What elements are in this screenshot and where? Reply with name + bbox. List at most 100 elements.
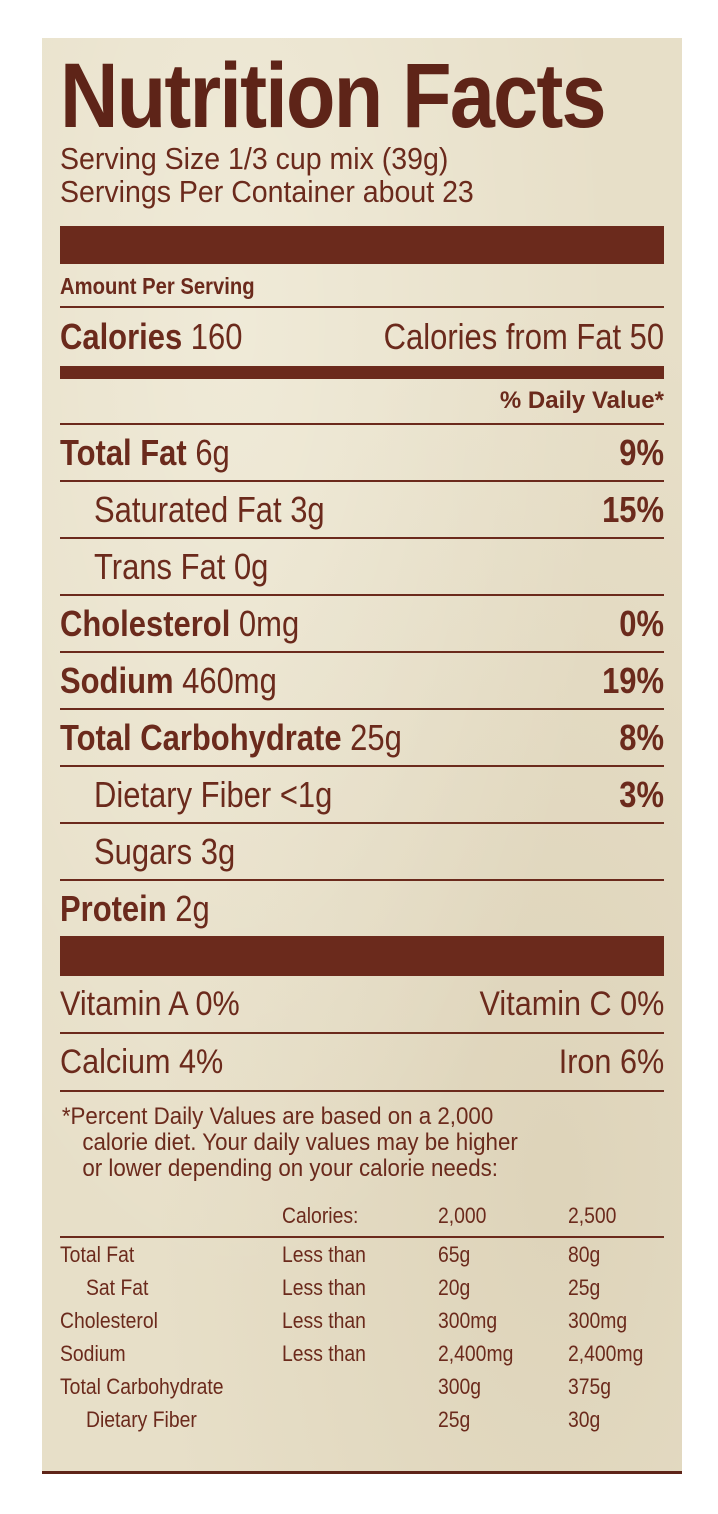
dv-2000: 300g (438, 1373, 482, 1399)
dv-nutrient: Sodium (60, 1340, 126, 1366)
nutrient-name: Saturated Fat (94, 488, 282, 530)
dv-2500: 25g (568, 1274, 601, 1300)
dv-limit: Less than (282, 1241, 366, 1267)
calories-value: 160 (190, 316, 243, 357)
vitamin-row-2: Calcium 4% Iron 6% (60, 1034, 664, 1092)
nutrient-amount: 25g (350, 716, 402, 758)
nutrient-amount: 3g (290, 488, 325, 530)
nutrient-daily-value: 3% (619, 773, 664, 815)
nutrient-row: Saturated Fat 3g 15% (60, 482, 664, 539)
calories-label: Calories (60, 316, 183, 357)
dv-limit: Less than (282, 1340, 366, 1366)
amount-per-serving: Amount Per Serving (60, 264, 664, 308)
nutrient-name: Total Fat (60, 431, 187, 473)
dv-nutrient: Sat Fat (86, 1274, 149, 1300)
calcium: Calcium 4% (60, 1042, 224, 1081)
dv-2000: 25g (438, 1406, 471, 1432)
dv-header-2500: 2,500 (568, 1196, 664, 1238)
nutrient-daily-value: 19% (602, 659, 664, 701)
daily-value-header-text: % Daily Value* (499, 387, 664, 414)
dv-header-2000: 2,000 (438, 1196, 568, 1238)
nutrient-amount: 0g (233, 545, 269, 587)
daily-value-table-body: Total Fat Less than 65g 80g Sat Fat Less than… (60, 1237, 664, 1436)
dv-header-blank (60, 1196, 282, 1238)
dv-2000: 2,400mg (438, 1340, 514, 1366)
nutrient-name-amount: Total Carbohydrate 25g (60, 717, 402, 759)
dv-2500: 80g (568, 1241, 601, 1267)
dv-limit (282, 1370, 438, 1403)
dv-2000: 65g (438, 1241, 471, 1267)
dv-2000: 300mg (438, 1307, 498, 1333)
vitamin-a: Vitamin A 0% (60, 984, 240, 1023)
thick-divider-bottom (60, 938, 664, 976)
dv-2500: 300mg (568, 1307, 628, 1333)
daily-value-table-row: Sat Fat Less than 20g 25g (60, 1271, 664, 1304)
nutrient-row: Total Carbohydrate 25g 8% (60, 710, 664, 767)
daily-value-table-row: Sodium Less than 2,400mg 2,400mg (60, 1337, 664, 1370)
thick-divider-top (60, 226, 664, 264)
nutrient-name-amount: Cholesterol 0mg (60, 603, 299, 645)
nutrition-label: Nutrition Facts Serving Size 1/3 cup mix… (42, 38, 682, 1474)
nutrient-daily-value: 15% (602, 488, 664, 530)
nutrient-row: Cholesterol 0mg 0% (60, 596, 664, 653)
calories-row: Calories 160 Calories from Fat 50 (60, 308, 664, 366)
nutrient-name-amount: Saturated Fat 3g (94, 489, 325, 531)
nutrient-amount: 2g (175, 887, 210, 929)
nutrient-row: Sodium 460mg 19% (60, 653, 664, 710)
footnote-line-2: calorie diet. Your daily values may be h… (82, 1129, 518, 1156)
nutrient-row: Protein 2g (60, 881, 664, 938)
nutrient-name-amount: Dietary Fiber <1g (94, 774, 332, 816)
nutrient-name: Sodium (60, 659, 174, 701)
nutrient-amount: 3g (200, 830, 236, 872)
dv-nutrient: Total Carbohydrate (60, 1373, 224, 1399)
nutrient-daily-value: 9% (619, 431, 664, 473)
nutrient-name-amount: Total Fat 6g (60, 432, 230, 474)
nutrient-daily-value: 0% (619, 602, 664, 644)
vitamin-c: Vitamin C 0% (479, 984, 664, 1023)
daily-value-table-row: Dietary Fiber 25g 30g (60, 1403, 664, 1436)
nutrient-name: Protein (60, 887, 167, 929)
footnote: *Percent Daily Values are based on a 2,0… (60, 1104, 622, 1182)
calories-from-fat: Calories from Fat 50 (383, 316, 664, 357)
nutrient-daily-value: 8% (619, 716, 664, 758)
daily-value-table: Calories: 2,000 2,500 Total Fat Less than… (60, 1196, 664, 1436)
nutrient-amount: 0mg (238, 602, 300, 644)
nutrient-name-amount: Protein 2g (60, 888, 210, 930)
dv-2000: 20g (438, 1274, 471, 1300)
servings-per-container: Servings Per Container about 23 (60, 174, 474, 209)
daily-value-table-row: Cholesterol Less than 300mg 300mg (60, 1304, 664, 1337)
dv-limit: Less than (282, 1274, 366, 1300)
nutrient-row: Total Fat 6g 9% (60, 425, 664, 482)
nutrient-name: Cholesterol (60, 602, 231, 644)
nutrient-name-amount: Trans Fat 0g (94, 546, 268, 588)
dv-2500: 30g (568, 1406, 601, 1432)
medium-divider (60, 366, 664, 379)
dv-limit: Less than (282, 1307, 366, 1333)
nutrient-name: Total Carbohydrate (60, 716, 342, 758)
calories-left: Calories 160 (60, 316, 242, 358)
daily-value-table-row: Total Fat Less than 65g 80g (60, 1237, 664, 1271)
daily-value-header: % Daily Value* (60, 379, 664, 425)
dv-nutrient: Total Fat (60, 1241, 135, 1267)
nutrient-row: Dietary Fiber <1g 3% (60, 767, 664, 824)
nutrient-row: Sugars 3g (60, 824, 664, 881)
vitamin-row-1: Vitamin A 0% Vitamin C 0% (60, 976, 664, 1034)
nutrient-name: Trans Fat (94, 545, 226, 587)
dv-2500: 2,400mg (568, 1340, 644, 1366)
daily-value-table-header: Calories: 2,000 2,500 (60, 1196, 664, 1238)
nutrient-row: Trans Fat 0g (60, 539, 664, 596)
label-title: Nutrition Facts (60, 45, 607, 147)
dv-2500: 375g (568, 1373, 612, 1399)
daily-value-table-row: Total Carbohydrate 300g 375g (60, 1370, 664, 1403)
footnote-line-1: *Percent Daily Values are based on a 2,0… (61, 1103, 494, 1130)
iron: Iron 6% (558, 1042, 664, 1081)
nutrient-name: Dietary Fiber (94, 773, 272, 815)
dv-limit (282, 1403, 438, 1436)
nutrient-amount: 460mg (182, 659, 277, 701)
nutrient-list: Total Fat 6g 9% Saturated Fat 3g 15% Trans F… (60, 425, 664, 938)
nutrient-amount: <1g (279, 773, 333, 815)
amount-per-serving-text: Amount Per Serving (60, 273, 255, 299)
dv-nutrient: Cholesterol (60, 1307, 158, 1333)
serving-size: Serving Size 1/3 cup mix (39g) (60, 141, 449, 176)
nutrient-name-amount: Sodium 460mg (60, 660, 277, 702)
